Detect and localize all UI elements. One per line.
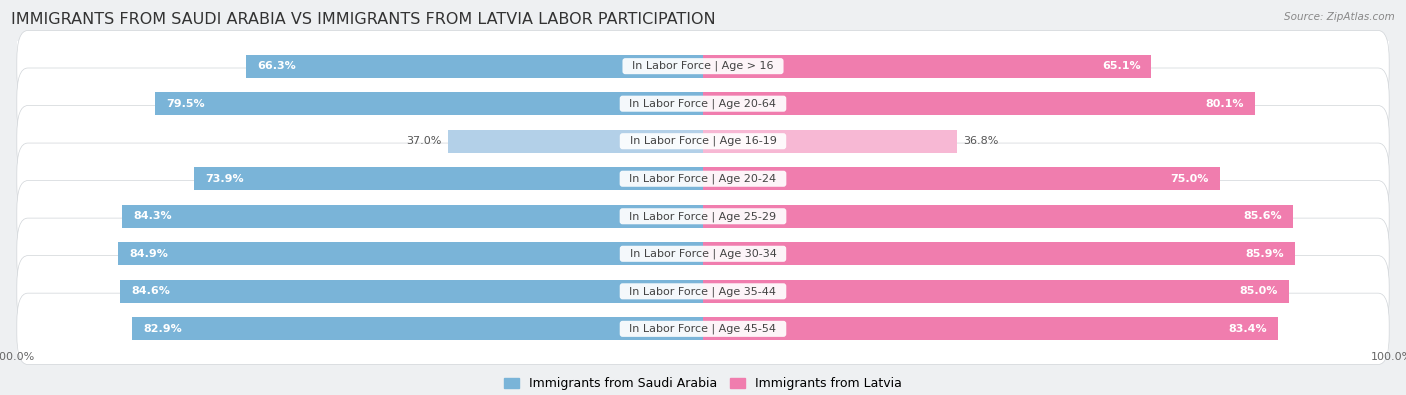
FancyBboxPatch shape — [17, 105, 1389, 177]
Text: In Labor Force | Age > 16: In Labor Force | Age > 16 — [626, 61, 780, 71]
FancyBboxPatch shape — [17, 68, 1389, 139]
Bar — [17, 78, 1389, 129]
Bar — [703, 242, 1295, 265]
Text: 36.8%: 36.8% — [963, 136, 998, 146]
Text: In Labor Force | Age 30-34: In Labor Force | Age 30-34 — [623, 248, 783, 259]
Bar — [703, 92, 1254, 115]
Text: 65.1%: 65.1% — [1102, 61, 1140, 71]
Text: 83.4%: 83.4% — [1227, 324, 1267, 334]
Text: 84.6%: 84.6% — [131, 286, 170, 296]
Bar — [132, 317, 703, 340]
Bar — [703, 205, 1292, 228]
Text: Source: ZipAtlas.com: Source: ZipAtlas.com — [1284, 12, 1395, 22]
Bar — [703, 280, 1289, 303]
Bar — [14, 37, 1392, 95]
Bar — [17, 228, 1389, 279]
FancyBboxPatch shape — [17, 30, 1389, 102]
Text: IMMIGRANTS FROM SAUDI ARABIA VS IMMIGRANTS FROM LATVIA LABOR PARTICIPATION: IMMIGRANTS FROM SAUDI ARABIA VS IMMIGRAN… — [11, 12, 716, 27]
Bar — [703, 55, 1152, 78]
Text: 73.9%: 73.9% — [205, 174, 243, 184]
Bar — [17, 153, 1389, 204]
FancyBboxPatch shape — [17, 218, 1389, 290]
Text: In Labor Force | Age 16-19: In Labor Force | Age 16-19 — [623, 136, 783, 147]
Text: 82.9%: 82.9% — [143, 324, 181, 334]
Bar — [14, 225, 1392, 283]
Bar — [155, 92, 703, 115]
Text: 85.9%: 85.9% — [1246, 249, 1284, 259]
Text: 79.5%: 79.5% — [166, 99, 205, 109]
Bar — [17, 41, 1389, 92]
Text: 84.9%: 84.9% — [129, 249, 167, 259]
Bar — [120, 280, 703, 303]
Text: 80.1%: 80.1% — [1205, 99, 1244, 109]
FancyBboxPatch shape — [17, 143, 1389, 214]
Bar — [703, 167, 1219, 190]
Bar — [17, 116, 1389, 167]
Text: In Labor Force | Age 20-64: In Labor Force | Age 20-64 — [623, 98, 783, 109]
Text: 66.3%: 66.3% — [257, 61, 297, 71]
Bar — [122, 205, 703, 228]
Bar — [194, 167, 703, 190]
Text: In Labor Force | Age 20-24: In Labor Force | Age 20-24 — [623, 173, 783, 184]
FancyBboxPatch shape — [17, 181, 1389, 252]
Text: 37.0%: 37.0% — [406, 136, 441, 146]
Bar — [14, 300, 1392, 358]
Bar — [17, 266, 1389, 317]
Bar — [17, 303, 1389, 354]
Bar — [14, 75, 1392, 133]
Text: In Labor Force | Age 35-44: In Labor Force | Age 35-44 — [623, 286, 783, 297]
FancyBboxPatch shape — [17, 256, 1389, 327]
Bar — [14, 262, 1392, 320]
Text: 84.3%: 84.3% — [134, 211, 172, 221]
Bar — [14, 150, 1392, 208]
Text: 85.6%: 85.6% — [1243, 211, 1282, 221]
Legend: Immigrants from Saudi Arabia, Immigrants from Latvia: Immigrants from Saudi Arabia, Immigrants… — [499, 372, 907, 395]
Text: 85.0%: 85.0% — [1239, 286, 1278, 296]
Text: In Labor Force | Age 25-29: In Labor Force | Age 25-29 — [623, 211, 783, 222]
Bar — [17, 191, 1389, 242]
FancyBboxPatch shape — [17, 293, 1389, 365]
Bar — [118, 242, 703, 265]
Text: 75.0%: 75.0% — [1170, 174, 1209, 184]
Bar — [449, 130, 703, 153]
Bar — [246, 55, 703, 78]
Bar — [14, 187, 1392, 245]
Text: In Labor Force | Age 45-54: In Labor Force | Age 45-54 — [623, 324, 783, 334]
Bar — [703, 130, 956, 153]
Bar — [703, 317, 1278, 340]
Bar — [14, 112, 1392, 170]
